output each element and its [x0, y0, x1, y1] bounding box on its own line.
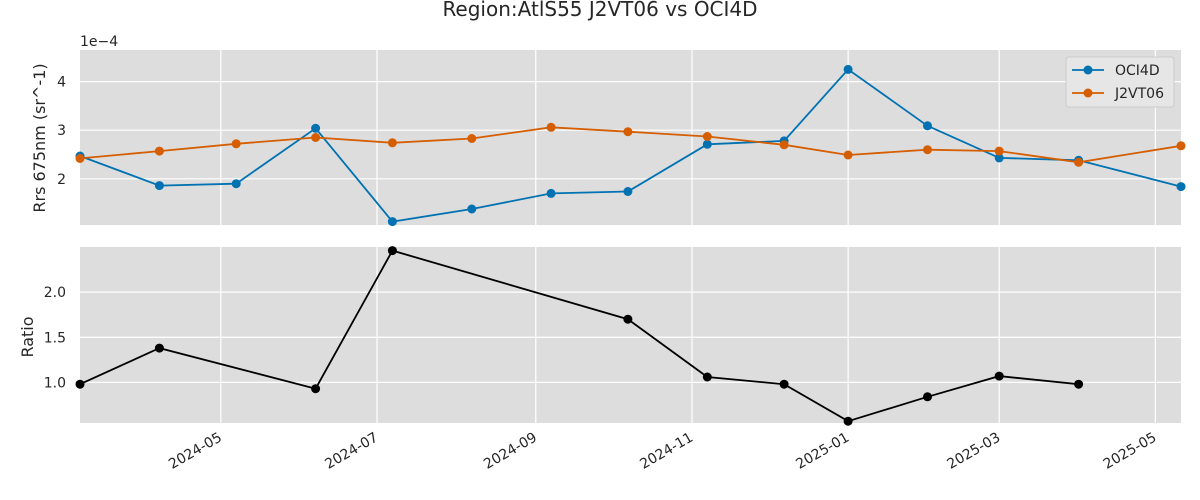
data-point	[779, 379, 789, 389]
data-point	[154, 181, 164, 191]
data-point	[623, 314, 633, 324]
x-tick-label: 2025-01	[793, 430, 852, 473]
legend-label: J2VT06	[1114, 86, 1164, 102]
data-point	[1176, 141, 1186, 151]
x-tick-label: 2025-03	[945, 430, 1004, 473]
data-point	[923, 145, 932, 155]
x-tick-label: 2025-05	[1101, 430, 1160, 473]
x-tick-label: 2024-05	[166, 430, 225, 473]
data-point	[546, 188, 556, 198]
data-point	[546, 122, 556, 132]
data-point	[994, 371, 1004, 381]
data-point	[923, 392, 932, 402]
ratio-panel: 1.0 1.5 2.0 Ratio	[18, 246, 1181, 426]
data-point	[154, 343, 164, 353]
y-tick-label: 3	[57, 123, 66, 139]
data-point	[311, 133, 321, 142]
ratio-plot-area	[80, 247, 1181, 423]
data-point	[994, 146, 1004, 156]
rrs-scale-label: 1e−4	[80, 34, 118, 50]
data-point	[75, 379, 85, 389]
y-tick-label: 1.5	[44, 330, 66, 346]
data-point	[1176, 182, 1186, 192]
data-point	[994, 153, 1004, 163]
y-tick-label: 4	[57, 75, 66, 91]
data-point	[311, 384, 321, 394]
data-point	[387, 246, 397, 256]
data-point	[387, 217, 397, 227]
data-point	[623, 127, 633, 137]
data-point	[154, 146, 164, 156]
y-tick-label: 1.0	[44, 375, 66, 391]
legend-label: OCI4D	[1115, 63, 1160, 79]
x-tick-label: 2024-07	[322, 430, 381, 473]
ratio-y-axis-label: Ratio	[18, 316, 37, 357]
rrs-plot-area	[80, 50, 1181, 225]
chart-title: Region:AtlS55 J2VT06 vs OCI4D	[442, 0, 757, 21]
data-point	[843, 64, 853, 74]
data-point	[467, 204, 477, 214]
data-point	[843, 416, 853, 426]
legend-marker	[1083, 65, 1093, 75]
x-axis-ticks: 2024-05 2024-07 2024-09 2024-11 2025-01 2025-…	[166, 430, 1159, 473]
data-point	[702, 139, 712, 149]
data-point	[843, 150, 853, 160]
data-point	[702, 132, 712, 141]
data-point	[1074, 379, 1084, 389]
data-point	[231, 179, 241, 189]
rrs-panel: 2 3 4 1e−4 Rrs 675nm (sr^-1) OCI4D J2VT06	[30, 34, 1186, 227]
data-point	[387, 138, 397, 148]
data-point	[623, 187, 633, 196]
data-point	[311, 123, 321, 133]
data-point	[923, 121, 932, 131]
data-point	[702, 372, 712, 382]
legend-marker	[1083, 88, 1093, 98]
data-point	[779, 140, 789, 150]
x-tick-label: 2024-11	[637, 430, 696, 473]
data-point	[1074, 157, 1084, 167]
y-tick-label: 2.0	[44, 285, 66, 301]
legend: OCI4D J2VT06	[1065, 56, 1175, 108]
x-tick-label: 2024-09	[481, 430, 540, 473]
rrs-y-axis-label: Rrs 675nm (sr^-1)	[30, 63, 49, 212]
data-point	[75, 153, 85, 163]
data-point	[467, 134, 477, 143]
y-tick-label: 2	[57, 172, 66, 188]
data-point	[231, 139, 241, 149]
